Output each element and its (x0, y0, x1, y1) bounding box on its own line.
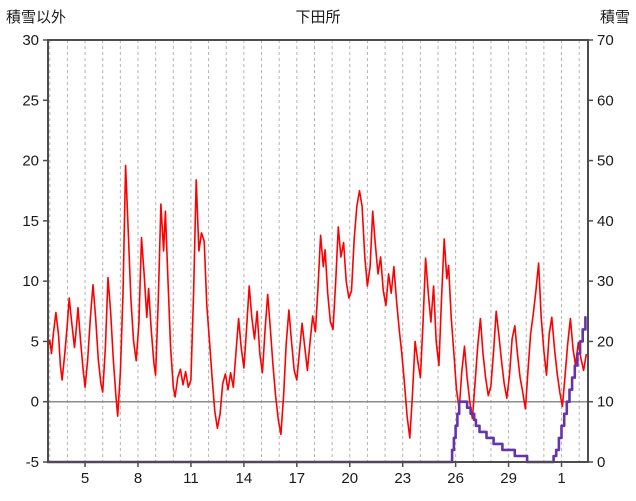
x-tick-label: 23 (394, 470, 411, 487)
x-tick-label: 17 (288, 470, 305, 487)
x-tick-label: 14 (236, 470, 253, 487)
left-tick-label: 20 (22, 153, 39, 170)
x-tick-label: 26 (447, 470, 464, 487)
plot-frame (47, 39, 589, 463)
right-axis-title: 積雪 (599, 9, 630, 26)
x-tick-label: 1 (557, 470, 565, 487)
left-tick-label: 25 (22, 92, 39, 109)
left-tick-label: 15 (22, 213, 39, 230)
x-tick-label: 29 (500, 470, 517, 487)
right-tick-label: 50 (597, 153, 614, 170)
left-axis-title: 積雪以外 (6, 9, 67, 26)
right-tick-label: 0 (597, 454, 605, 471)
x-tick-label: 20 (341, 470, 358, 487)
right-tick-label: 20 (597, 333, 614, 350)
right-tick-label: 30 (597, 273, 614, 290)
right-tick-label: 70 (597, 32, 614, 49)
x-tick-label: 11 (183, 470, 199, 487)
right-tick-label: 40 (597, 213, 614, 230)
snow-depth-line (46, 316, 587, 464)
temperature-line (47, 164, 587, 439)
chart-title: 下田所 (295, 9, 341, 26)
left-tick-label: -5 (26, 454, 39, 471)
right-tick-label: 60 (597, 92, 614, 109)
left-tick-label: 10 (22, 273, 39, 290)
left-tick-label: 0 (31, 394, 39, 411)
left-tick-label: 30 (22, 32, 39, 49)
right-tick-label: 10 (597, 394, 614, 411)
x-tick-label: 8 (134, 470, 142, 487)
left-tick-label: 5 (31, 333, 39, 350)
x-tick-label: 5 (81, 470, 89, 487)
